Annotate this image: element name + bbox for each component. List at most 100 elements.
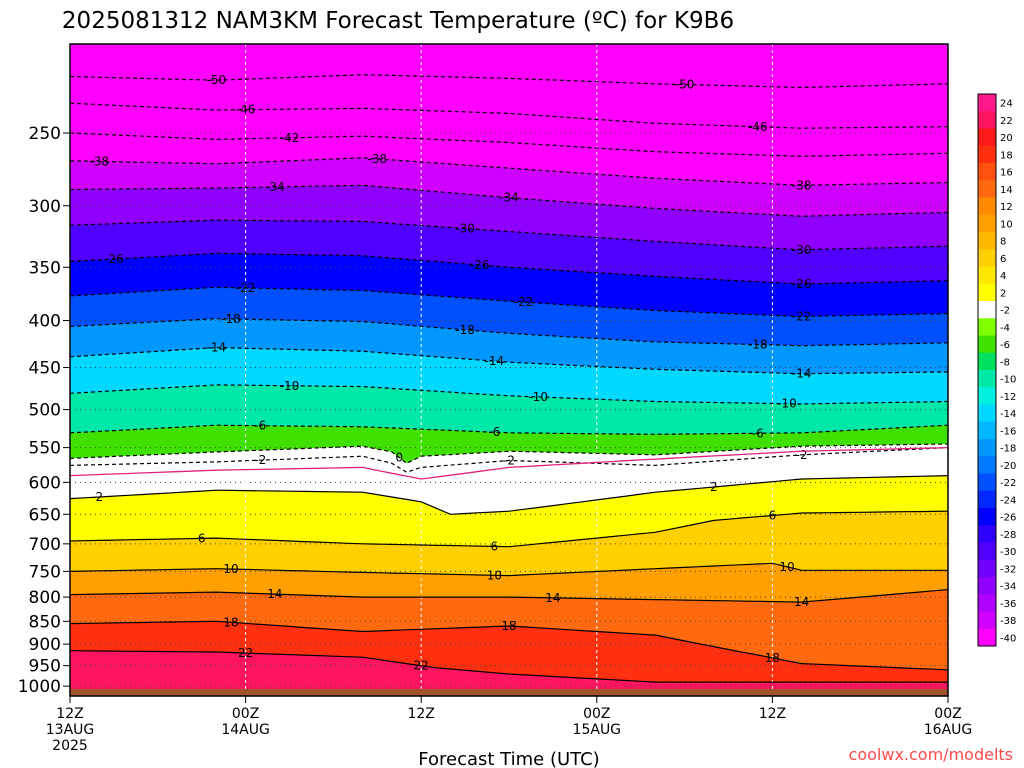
colorbar-label: 8 xyxy=(1000,237,1006,248)
isotherm-label: 6 xyxy=(491,539,499,553)
colorbar-cell xyxy=(978,111,996,129)
isotherm-label: -50 xyxy=(207,73,227,87)
isotherm-label: 2 xyxy=(710,480,718,494)
colorbar-label: -32 xyxy=(1000,564,1016,575)
isotherm-label: -14 xyxy=(485,354,505,368)
isotherm-line xyxy=(70,475,948,515)
isotherm-label: -46 xyxy=(748,120,768,134)
y-axis: 250 300 350 400 450 500 550 600 650 700 750 800 850 9… xyxy=(18,124,70,697)
colorbar-label: -38 xyxy=(1000,616,1016,627)
colorbar-label: -26 xyxy=(1000,513,1016,524)
isotherm-label: -2 xyxy=(796,448,808,462)
isotherm-line xyxy=(70,447,948,473)
colorbar-cell xyxy=(978,197,996,216)
colorbar-label: -12 xyxy=(1000,392,1016,403)
colorbar-cell xyxy=(978,404,996,423)
colorbar-label: -4 xyxy=(1000,323,1010,334)
isotherm-label: 22 xyxy=(414,659,429,673)
isotherm-label: 18 xyxy=(765,651,780,665)
isotherm-line xyxy=(70,510,948,548)
colorbar-cell xyxy=(978,508,996,526)
colorbar-cell xyxy=(978,94,996,112)
colorbar-label: -8 xyxy=(1000,357,1010,368)
x-tick-label: 12Z xyxy=(56,706,83,722)
colorbar-cell xyxy=(978,249,996,267)
colorbar-cell xyxy=(978,128,996,147)
x-tick-label: 00Z xyxy=(934,706,961,722)
colorbar-cell xyxy=(978,439,996,457)
colorbar-label: -24 xyxy=(1000,495,1016,506)
colorbar-label: -36 xyxy=(1000,599,1016,610)
isotherm-label: -26 xyxy=(470,258,490,272)
x-tick-label: 15AUG xyxy=(573,722,622,738)
colorbar-label: -10 xyxy=(1000,375,1016,386)
y-tick-label: 600 xyxy=(29,473,61,493)
isotherm-label: -6 xyxy=(254,419,266,433)
colorbar-cell xyxy=(978,145,996,164)
isotherm-label: -38 xyxy=(792,178,812,192)
colorbar-label: -18 xyxy=(1000,444,1016,455)
isotherm-label: -22 xyxy=(514,295,534,309)
x-tick-label: 00Z xyxy=(232,706,259,722)
temperature-band xyxy=(70,650,948,696)
colorbar-label: -14 xyxy=(1000,409,1016,420)
isotherm-label: 10 xyxy=(223,562,238,576)
colorbar-cell xyxy=(978,232,996,250)
colorbar-label: 22 xyxy=(1000,116,1013,127)
colorbar-legend: 24 22 20 18 16 14 12 10 8 6 4 2 -2 -4 -6 -8 -10 -12 -14 -16… xyxy=(977,93,1016,647)
colorbar-cell xyxy=(978,559,996,578)
isotherm-line xyxy=(70,650,948,683)
y-tick-label: 450 xyxy=(29,359,61,379)
colorbar-cell xyxy=(978,301,996,319)
isotherm-label: 14 xyxy=(545,591,560,605)
isotherm-label: -18 xyxy=(748,338,768,352)
x-tick-label: 16AUG xyxy=(924,722,973,738)
isotherm-label: -6 xyxy=(752,426,764,440)
x-tick-label: 12Z xyxy=(407,706,434,722)
isotherm-label: -50 xyxy=(675,78,695,92)
colorbar-cell xyxy=(978,335,996,354)
y-tick-label: 750 xyxy=(29,562,61,582)
y-tick-label: 850 xyxy=(29,612,61,632)
isotherm-label: 6 xyxy=(769,508,777,522)
isotherm-label: 18 xyxy=(501,619,516,633)
isotherm-label: -2 xyxy=(254,453,266,467)
colorbar-cell xyxy=(978,473,996,492)
colorbar-label: 6 xyxy=(1000,254,1006,265)
y-tick-label: 1000 xyxy=(18,677,61,697)
colorbar-label: 10 xyxy=(1000,219,1013,230)
y-tick-label: 900 xyxy=(29,635,61,655)
isotherm-label: -14 xyxy=(792,367,812,381)
colorbar-label: -6 xyxy=(1000,340,1010,351)
colorbar-cell xyxy=(978,163,996,181)
isotherm-label: -10 xyxy=(280,379,300,393)
isotherm-label: -18 xyxy=(221,312,241,326)
colorbar-label: 18 xyxy=(1000,150,1013,161)
colorbar-frame xyxy=(977,93,997,647)
colorbar-cell xyxy=(978,214,996,233)
isotherm-label: -18 xyxy=(455,323,475,337)
isotherm-label: 14 xyxy=(794,595,809,609)
colorbar-label: 2 xyxy=(1000,288,1006,299)
colorbar-label: -30 xyxy=(1000,547,1016,558)
y-tick-label: 350 xyxy=(29,258,61,278)
colorbar-label: -16 xyxy=(1000,426,1016,437)
isotherm-label: 10 xyxy=(487,568,502,582)
isotherm-label: 18 xyxy=(223,615,238,629)
colorbar-label: -22 xyxy=(1000,478,1016,489)
isotherm-label: -2 xyxy=(503,453,515,467)
isotherm-label: -22 xyxy=(792,310,812,324)
plot-area: -50 -50-46-46-42-38 -38-38-34-34-30-30-26-… xyxy=(70,44,948,696)
isotherm-label: -34 xyxy=(265,180,285,194)
y-tick-label: 700 xyxy=(29,535,61,555)
isotherm-label: 22 xyxy=(238,646,253,660)
ground-shading xyxy=(70,688,948,696)
plot-frame xyxy=(69,43,949,697)
colorbar-cell xyxy=(978,456,996,474)
colorbar-cell xyxy=(978,490,996,509)
isotherm-label: -34 xyxy=(499,191,519,205)
colorbar-label: -28 xyxy=(1000,530,1016,541)
colorbar-label: 4 xyxy=(1000,271,1006,282)
colorbar-label: -34 xyxy=(1000,582,1016,593)
